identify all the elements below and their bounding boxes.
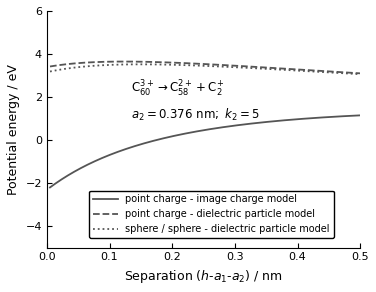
Line: point charge - image charge model: point charge - image charge model [50,115,360,187]
point charge - dielectric particle model [104,60,109,63]
point charge - dielectric particle model [166,61,171,64]
point charge - dielectric particle model [279,67,284,70]
point charge - dielectric particle model [234,64,238,67]
X-axis label: Separation ($h$-$a_1$-$a_2$) / nm: Separation ($h$-$a_1$-$a_2$) / nm [124,268,283,285]
Line: sphere / sphere - dielectric particle model: sphere / sphere - dielectric particle mo… [50,64,360,74]
sphere / sphere - dielectric particle model [303,69,308,73]
sphere / sphere - dielectric particle model [279,68,284,72]
point charge - image charge model [250,122,254,125]
sphere / sphere - dielectric particle model [138,62,143,66]
point charge - image charge model [358,114,362,117]
point charge - image charge model [166,135,171,139]
Text: $\mathrm{C}_{60}^{3+} \rightarrow \mathrm{C}_{58}^{2+} + \mathrm{C}_2^{+}$: $\mathrm{C}_{60}^{3+} \rightarrow \mathr… [132,79,225,99]
point charge - image charge model [104,154,109,158]
sphere / sphere - dielectric particle model [250,66,254,70]
point charge - dielectric particle model [303,68,308,72]
sphere / sphere - dielectric particle model [104,63,109,67]
point charge - image charge model [48,186,52,189]
sphere / sphere - dielectric particle model [48,70,52,73]
point charge - dielectric particle model [48,65,52,68]
sphere / sphere - dielectric particle model [234,65,238,69]
point charge - dielectric particle model [358,72,362,75]
Line: point charge - dielectric particle model: point charge - dielectric particle model [50,62,360,73]
sphere / sphere - dielectric particle model [358,72,362,76]
Text: $a_2 = 0.376\ \mathrm{nm};\ k_2 = 5$: $a_2 = 0.376\ \mathrm{nm};\ k_2 = 5$ [132,107,260,123]
point charge - dielectric particle model [122,60,126,63]
point charge - image charge model [303,117,307,120]
Y-axis label: Potential energy / eV: Potential energy / eV [7,64,20,195]
sphere / sphere - dielectric particle model [166,63,171,66]
point charge - image charge model [234,124,238,127]
Legend: point charge - image charge model, point charge - dielectric particle model, sph: point charge - image charge model, point… [89,191,334,238]
point charge - dielectric particle model [250,65,254,68]
point charge - image charge model [279,119,284,122]
